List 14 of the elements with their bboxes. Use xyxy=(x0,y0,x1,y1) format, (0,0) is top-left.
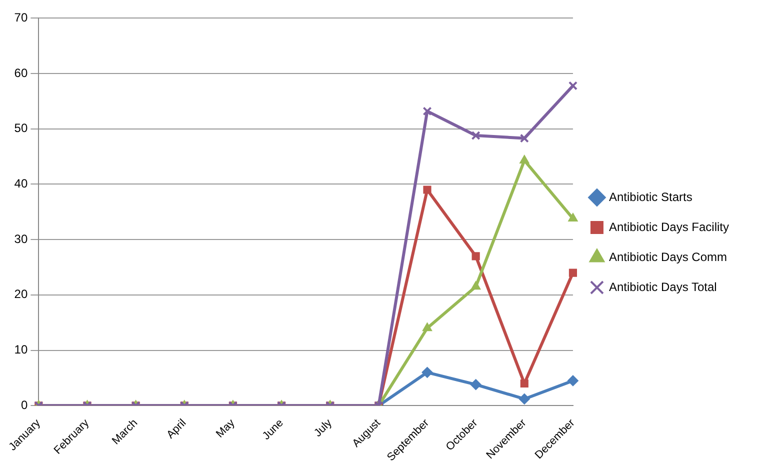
x-tick-label: July xyxy=(312,416,335,440)
y-tick-label: 70 xyxy=(14,10,28,25)
y-tick-label: 20 xyxy=(14,287,28,302)
legend-label: Antibiotic Days Total xyxy=(608,280,717,294)
y-tick-label: 50 xyxy=(14,121,28,136)
y-tick-label: 60 xyxy=(14,66,28,80)
y-tick-label: 30 xyxy=(14,232,28,246)
legend-label: Antibiotic Days Facility xyxy=(608,220,730,234)
legend-label: Antibiotic Days Comm xyxy=(608,250,727,264)
x-tick-label: May xyxy=(214,416,238,440)
y-tick-label: 10 xyxy=(14,342,28,357)
y-tick-label: 0 xyxy=(20,398,28,412)
y-tick-label: 40 xyxy=(14,176,28,191)
legend-label: Antibiotic Starts xyxy=(608,190,692,204)
